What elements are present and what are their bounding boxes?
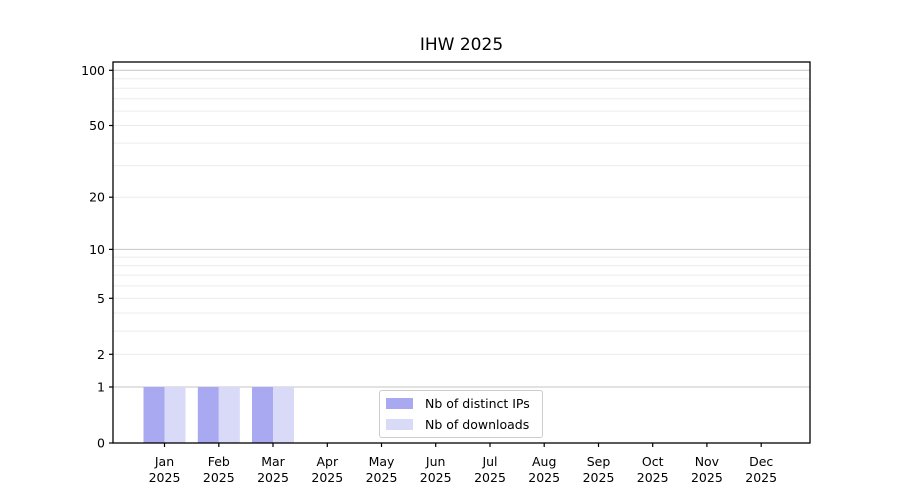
x-tick-label-year: 2025: [203, 470, 235, 485]
y-tick-label: 5: [97, 291, 105, 306]
legend-label-distinct-ips: Nb of distinct IPs: [425, 396, 530, 411]
y-tick-label: 20: [89, 190, 105, 205]
y-tick-label: 10: [89, 242, 105, 257]
x-tick-label-year: 2025: [257, 470, 289, 485]
x-tick-label-month: Nov: [695, 454, 720, 469]
bar-distinct-ips: [143, 387, 165, 443]
x-tick-label-year: 2025: [366, 470, 398, 485]
plot-border: [112, 61, 811, 444]
x-tick-label-year: 2025: [637, 470, 669, 485]
x-tick-label-month: Jun: [425, 454, 446, 469]
x-tick-label-month: Aug: [532, 454, 556, 469]
bar-downloads: [273, 387, 294, 443]
x-tick-label-year: 2025: [528, 470, 560, 485]
x-tick-label-year: 2025: [420, 470, 452, 485]
y-tick-label: 100: [81, 63, 105, 78]
x-tick-label-month: Sep: [587, 454, 611, 469]
x-tick-label-year: 2025: [311, 470, 343, 485]
bar-downloads: [218, 387, 240, 443]
x-tick-label-month: Dec: [749, 454, 773, 469]
bar-distinct-ips: [197, 387, 219, 443]
y-tick-label: 1: [97, 380, 105, 395]
x-tick-label-month: Mar: [261, 454, 285, 469]
x-tick-label-month: May: [369, 454, 395, 469]
x-tick-label-year: 2025: [691, 470, 723, 485]
x-tick-label-month: Jan: [154, 454, 174, 469]
legend-item-distinct-ips: Nb of distinct IPs: [386, 396, 542, 411]
y-tick-label: 50: [89, 118, 105, 133]
x-tick-label-month: Apr: [316, 454, 338, 469]
legend-swatch-downloads: [386, 419, 413, 430]
legend-label-downloads: Nb of downloads: [425, 417, 530, 432]
legend: Nb of distinct IPs Nb of downloads: [379, 390, 543, 438]
x-tick-label-month: Oct: [642, 454, 664, 469]
x-tick-label-month: Jul: [481, 454, 497, 469]
x-tick-label-year: 2025: [474, 470, 506, 485]
legend-item-downloads: Nb of downloads: [386, 417, 542, 432]
legend-swatch-distinct-ips: [386, 398, 413, 409]
y-tick-label: 2: [97, 347, 105, 362]
x-tick-label-year: 2025: [745, 470, 777, 485]
bar-downloads: [164, 387, 186, 443]
chart-title: IHW 2025: [419, 35, 504, 55]
x-tick-label-month: Feb: [208, 454, 230, 469]
x-tick-label-year: 2025: [149, 470, 181, 485]
x-tick-label-year: 2025: [583, 470, 615, 485]
bar-distinct-ips: [252, 387, 273, 443]
y-tick-label: 0: [97, 436, 105, 451]
